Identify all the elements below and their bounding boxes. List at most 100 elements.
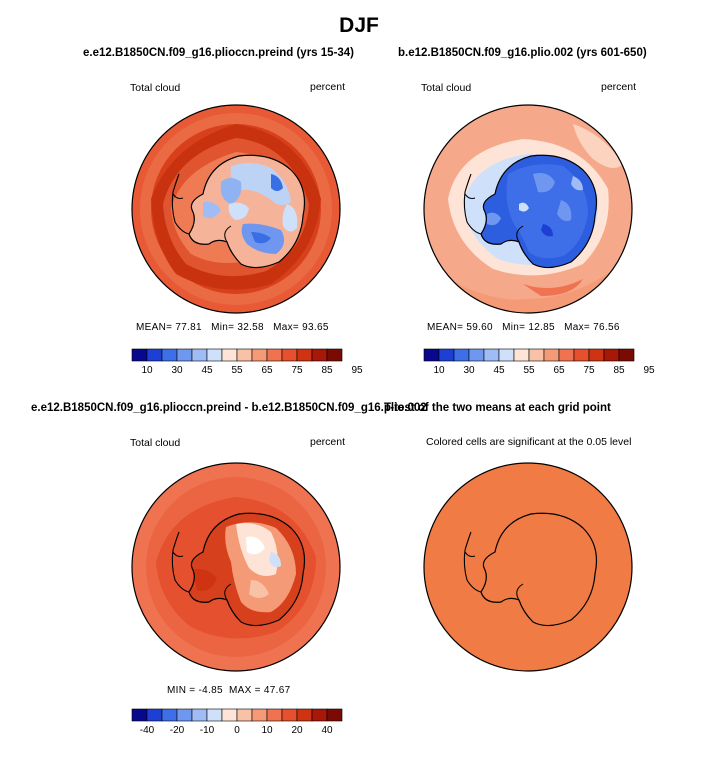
colorbar-swatch: [558, 348, 575, 362]
colorbar-swatch: [266, 708, 283, 722]
colorbar-tick-label: 95: [351, 365, 363, 376]
colorbar-swatch: [513, 348, 530, 362]
colorbar-tick-label: 85: [321, 365, 333, 376]
colorbar-swatch: [251, 708, 268, 722]
colorbar-swatch: [131, 708, 148, 722]
antarctica-3: [171, 512, 306, 627]
colorbar-tick-label: 45: [493, 365, 505, 376]
panel-3-min: -4.85: [198, 685, 223, 696]
colorbar-tick-label: 85: [613, 365, 625, 376]
panel-2-mean: 59.60: [466, 322, 493, 333]
panel-1-colorbar: 10 30 45 55 65 75 85 95: [131, 348, 363, 376]
antarctica-2: [463, 154, 598, 269]
colorbar-tick-label: -10: [200, 725, 215, 736]
panel-1-variable: Total cloud: [130, 82, 181, 94]
colorbar-swatch: [176, 348, 193, 362]
panel-2-max-label: Max=: [564, 322, 591, 333]
panel-3-max: 47.67: [263, 685, 291, 696]
colorbar-swatch: [326, 348, 343, 362]
colorbar-tick-label: 30: [171, 365, 183, 376]
colorbar-swatch: [146, 708, 163, 722]
colorbar-swatch: [618, 348, 635, 362]
panel-1-stats: MEAN= 77.81 Min= 32.58 Max= 93.65: [136, 322, 329, 333]
panel-2-units: percent: [601, 81, 637, 93]
colorbar-swatch: [221, 348, 238, 362]
colorbar-swatch: [281, 708, 298, 722]
colorbar-swatch: [281, 348, 298, 362]
colorbar-tick-label: 40: [321, 725, 333, 736]
colorbar-tick-label: 75: [291, 365, 303, 376]
colorbar-swatch: [483, 348, 500, 362]
colorbar-tick-label: -40: [140, 725, 155, 736]
panel-1-units: percent: [310, 81, 346, 93]
panel-2-stats: MEAN= 59.60 Min= 12.85 Max= 76.56: [427, 322, 620, 333]
colorbar-swatch: [296, 708, 313, 722]
antarctica-1: [171, 154, 306, 269]
colorbar-swatch: [251, 348, 268, 362]
panel-1-max-label: Max=: [273, 322, 300, 333]
antarctica-4: [463, 512, 598, 627]
colorbar-swatch: [453, 348, 470, 362]
colorbar-swatch: [206, 348, 223, 362]
colorbar-swatch: [311, 348, 328, 362]
panel-3-variable: Total cloud: [130, 437, 181, 449]
colorbar-swatch: [543, 348, 560, 362]
colorbar-swatch: [191, 348, 208, 362]
colorbar-swatch: [221, 708, 238, 722]
panel-1-min: 32.58: [237, 322, 264, 333]
colorbar-swatch: [236, 708, 253, 722]
panel-3-min-label: MIN =: [167, 685, 196, 696]
colorbar-tick-label: 65: [553, 365, 565, 376]
colorbar-swatch: [588, 348, 605, 362]
colorbar-tick-label: 55: [231, 365, 243, 376]
colorbar-tick-label: 20: [291, 725, 303, 736]
panel-2-min: 12.85: [528, 322, 555, 333]
colorbar-swatch: [296, 348, 313, 362]
panel-3-map: [131, 462, 341, 672]
colorbar-swatch: [468, 348, 485, 362]
colorbar-swatch: [573, 348, 590, 362]
panel-2-mean-label: MEAN=: [427, 322, 464, 333]
colorbar-tick-label: 10: [261, 725, 273, 736]
panel-1-title: e.e12.B1850CN.f09_g16.plioccn.preind (yr…: [83, 47, 355, 59]
colorbar-tick-label: -20: [170, 725, 185, 736]
panel-2-variable: Total cloud: [421, 82, 472, 94]
panel-1-mean: 77.81: [175, 322, 202, 333]
colorbar-swatch: [438, 348, 455, 362]
panel-1-min-label: Min=: [211, 322, 235, 333]
panel-2-map: [423, 104, 633, 314]
panel-3-stats: MIN = -4.85 MAX = 47.67: [167, 685, 290, 696]
colorbar-tick-label: 55: [523, 365, 535, 376]
panel-3-max-label: MAX =: [229, 685, 261, 696]
panel-2-title: b.e12.B1850CN.f09_g16.plio.002 (yrs 601-…: [398, 47, 647, 59]
panel-4-map: [423, 462, 633, 672]
colorbar-swatch: [326, 708, 343, 722]
colorbar-tick-label: 10: [433, 365, 445, 376]
colorbar-swatch: [206, 708, 223, 722]
colorbar-swatch: [528, 348, 545, 362]
colorbar-swatch: [603, 348, 620, 362]
panel-3-colorbar: -40 -20 -10 0 10 20 40: [131, 708, 343, 736]
panel-4-subtitle: Colored cells are significant at the 0.0…: [426, 436, 632, 448]
colorbar-swatch: [311, 708, 328, 722]
colorbar-tick-label: 10: [141, 365, 153, 376]
panel-1-map: [131, 104, 341, 314]
colorbar-tick-label: 45: [201, 365, 213, 376]
panel-1-mean-label: MEAN=: [136, 322, 173, 333]
colorbar-tick-label: 30: [463, 365, 475, 376]
page-title: DJF: [339, 14, 379, 37]
panel-2-colorbar: 10 30 45 55 65 75 85 95: [423, 348, 655, 376]
colorbar-swatch: [161, 708, 178, 722]
panel-3-units: percent: [310, 436, 346, 448]
panel-3-title: e.e12.B1850CN.f09_g16.plioccn.preind - b…: [31, 402, 427, 414]
colorbar-swatch: [423, 348, 440, 362]
colorbar-swatch: [131, 348, 148, 362]
colorbar-tick-label: 0: [234, 725, 240, 736]
panel-4-title: T-test of the two means at each grid poi…: [384, 402, 611, 414]
colorbar-swatch: [236, 348, 253, 362]
colorbar-tick-label: 65: [261, 365, 273, 376]
panel-1-max: 93.65: [302, 322, 329, 333]
colorbar-tick-label: 75: [583, 365, 595, 376]
colorbar-swatch: [191, 708, 208, 722]
colorbar-swatch: [498, 348, 515, 362]
